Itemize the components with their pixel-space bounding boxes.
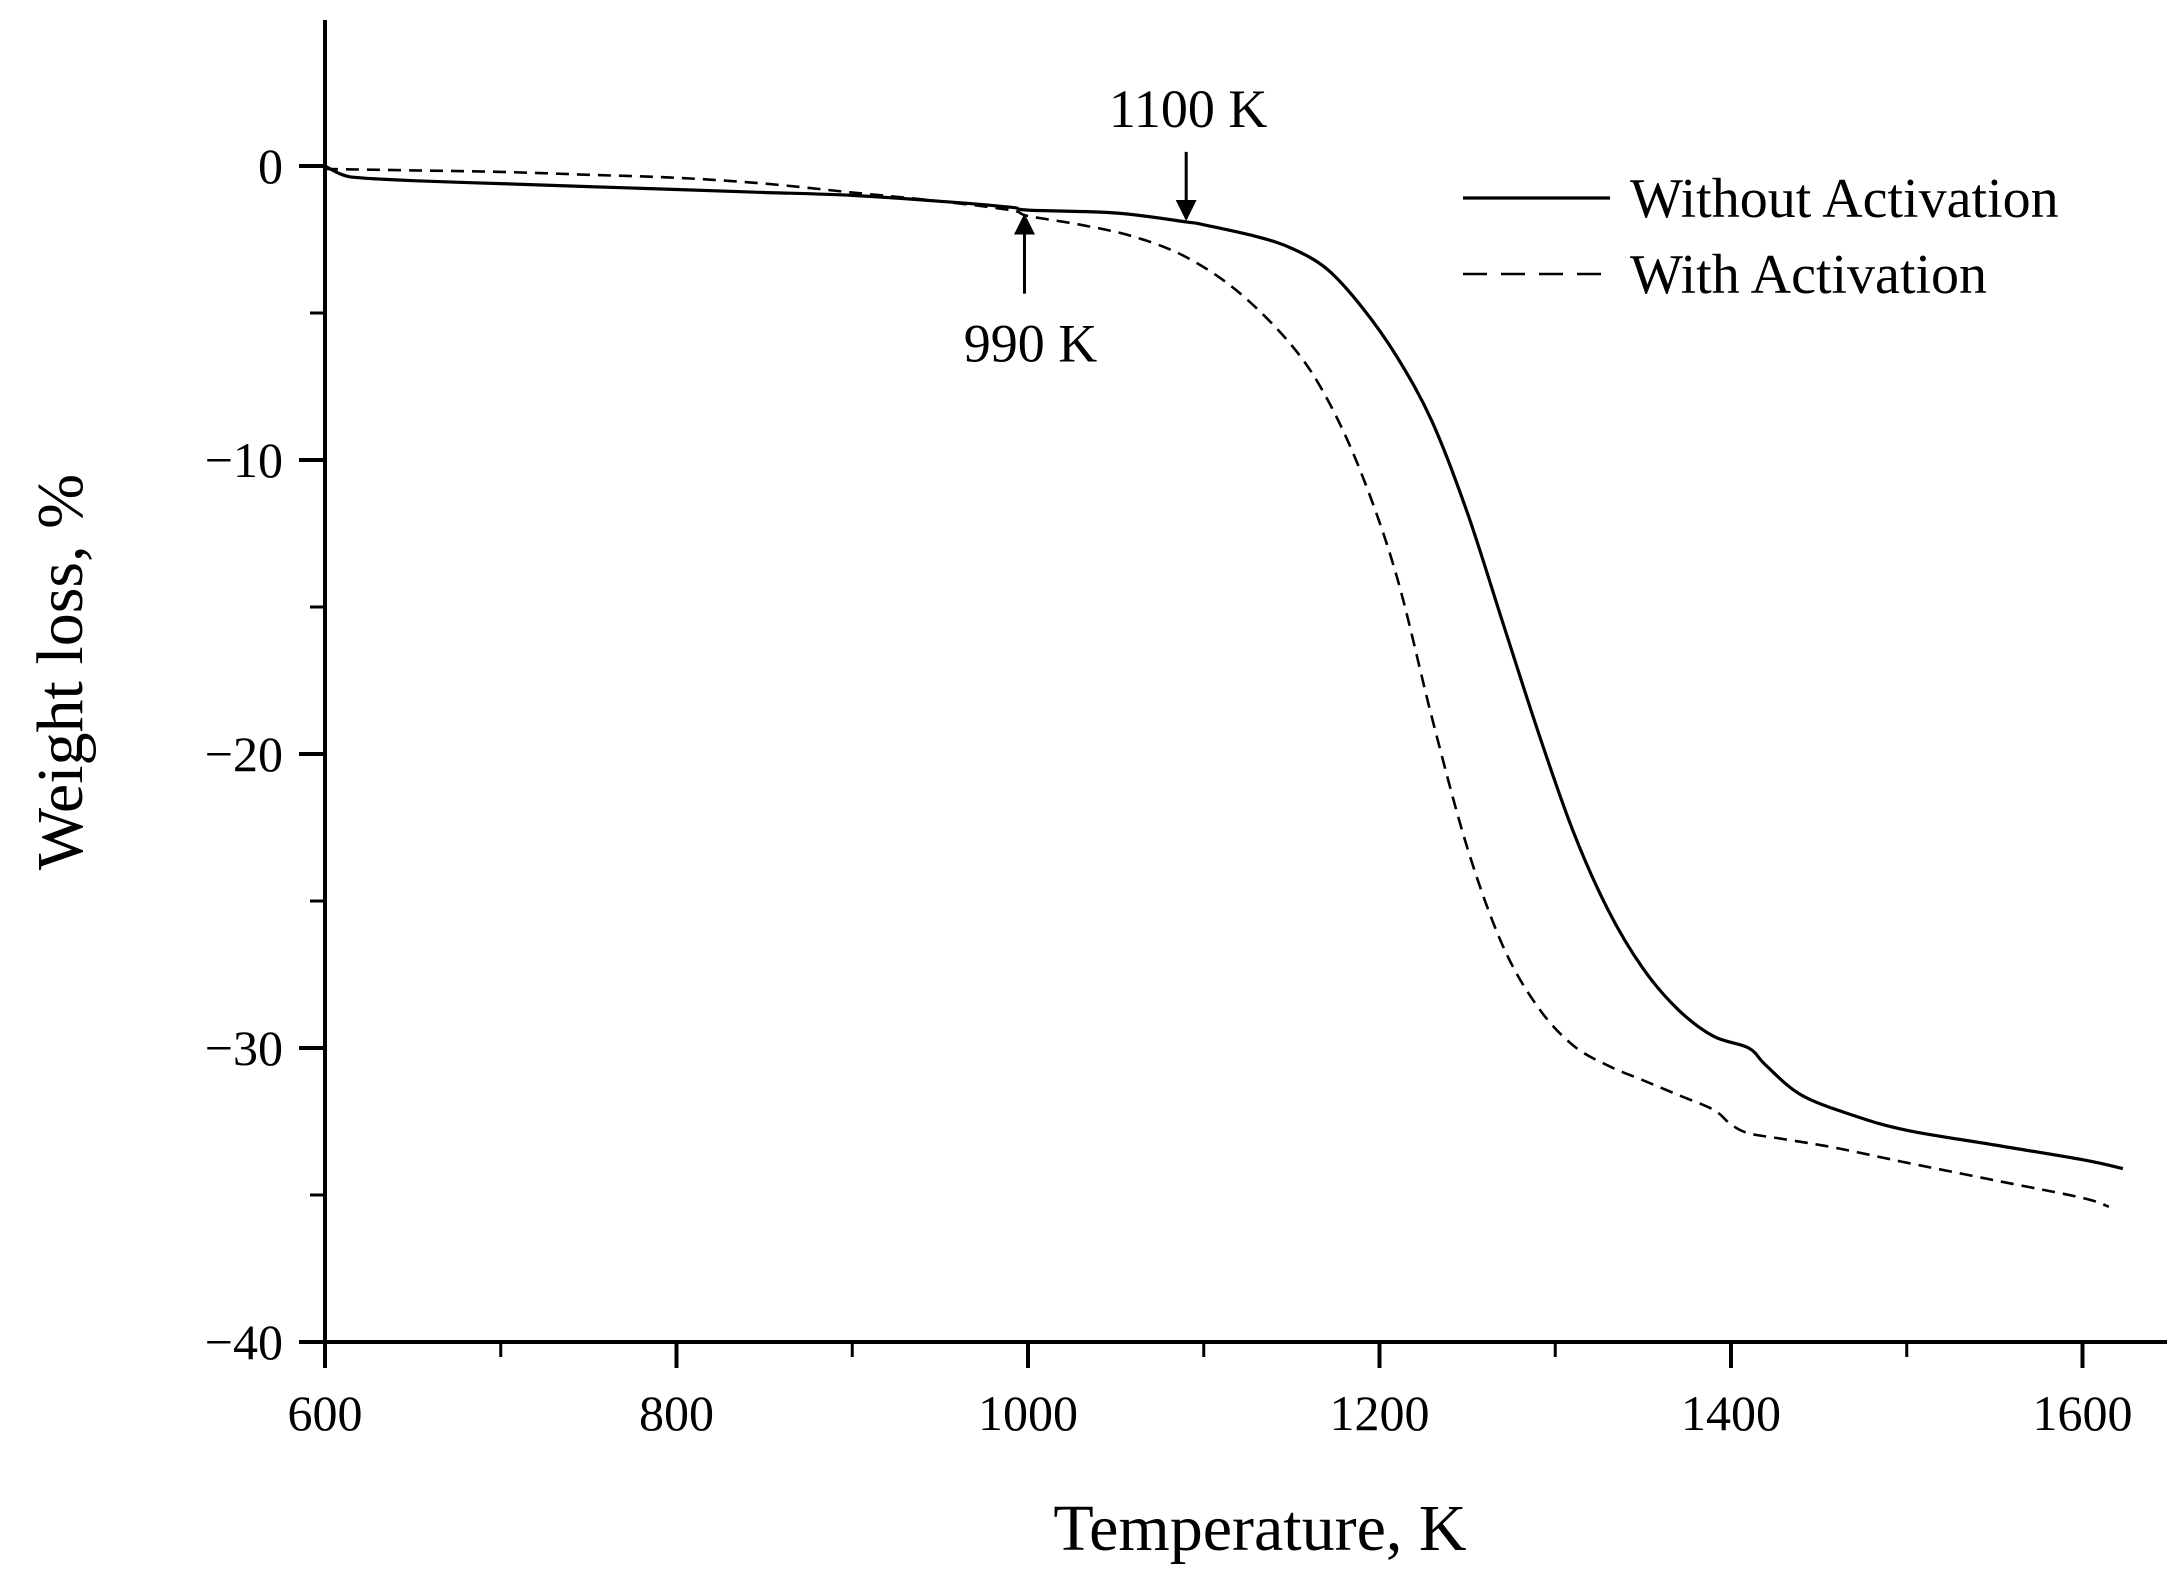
axes-layer: 600 800 1000 1200 1400 1600 0 −10 −20 −30 −40 <box>205 20 2167 1441</box>
annotation-label-990k: 990 K <box>964 314 1098 374</box>
y-axis-title: Weight loss, % <box>24 474 97 870</box>
y-tick-label: −20 <box>205 726 283 782</box>
x-tick-label: 600 <box>288 1385 363 1441</box>
x-axis-title: Temperature, K <box>1053 1492 1466 1565</box>
x-tick-label: 1000 <box>978 1385 1078 1441</box>
y-tick-label: −30 <box>205 1020 283 1076</box>
legend-label-without-activation: Without Activation <box>1630 168 2059 230</box>
legend: Without Activation With Activation <box>1463 168 2059 306</box>
x-tick-label: 1200 <box>1330 1385 1430 1441</box>
y-tick-label: 0 <box>258 138 283 194</box>
series-with-activation <box>324 167 2110 1209</box>
y-tick-label: −10 <box>205 432 283 488</box>
legend-label-with-activation: With Activation <box>1630 244 1987 306</box>
x-tick-label: 800 <box>639 1385 714 1441</box>
series-without-activation <box>324 164 2124 1171</box>
annotation-label-1100k: 1100 K <box>1109 79 1268 139</box>
series-layer <box>324 164 2124 1209</box>
x-tick-label: 1400 <box>1681 1385 1781 1441</box>
y-tick-label: −40 <box>205 1314 283 1370</box>
annotation-layer: 1100 K 990 K <box>964 79 1268 374</box>
x-tick-label: 1600 <box>2033 1385 2133 1441</box>
